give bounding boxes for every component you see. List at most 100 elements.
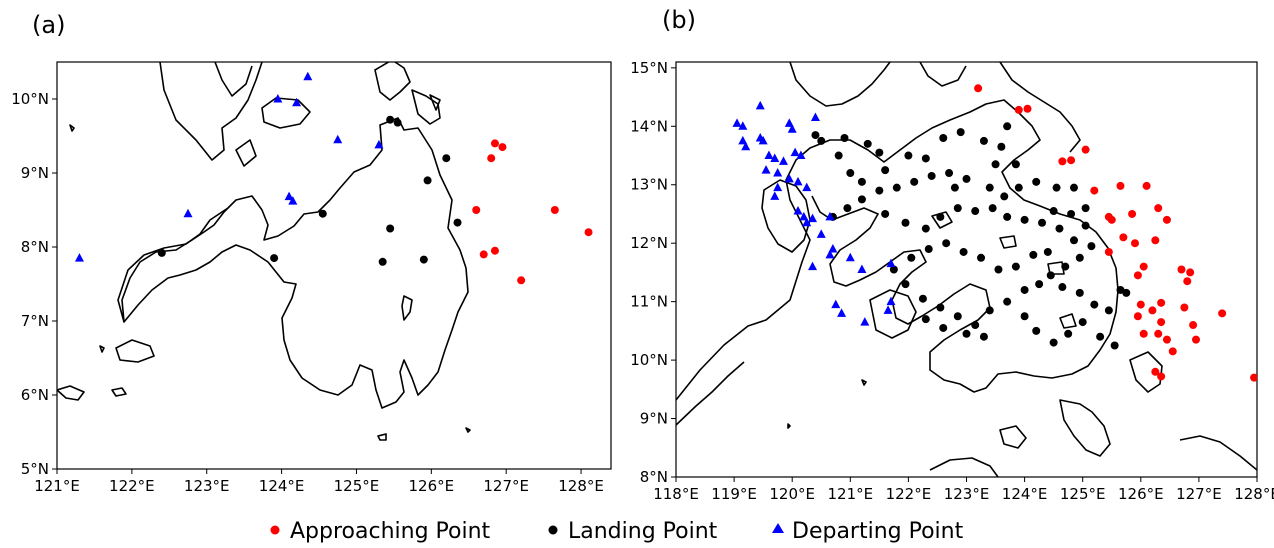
departing-point [810, 112, 820, 122]
departing-point [292, 97, 302, 107]
landing-point [270, 254, 279, 263]
landing-point [1081, 221, 1090, 230]
landing-point [1046, 271, 1055, 280]
departing-point [288, 196, 298, 205]
landing-point [817, 136, 826, 145]
landing-point [386, 224, 395, 233]
approaching-point [1116, 181, 1125, 190]
landing-point [1087, 242, 1096, 251]
landing-point [1003, 297, 1012, 306]
panel-a-map: (a) [11, 11, 612, 495]
landing-point [889, 265, 898, 274]
landing-point [1032, 177, 1041, 186]
departing-point [784, 118, 794, 127]
legend-landing-marker [548, 525, 558, 535]
approaching-point [1107, 215, 1116, 224]
landing-point [1122, 288, 1131, 297]
approaching-point [1189, 321, 1198, 330]
legend-approaching-label: Approaching Point [290, 519, 491, 544]
departing-point [845, 252, 855, 262]
landing-point [979, 136, 988, 145]
landing-point [442, 154, 451, 163]
landing-point [971, 207, 980, 216]
approaching-point [1139, 329, 1148, 338]
departing-point [886, 258, 896, 268]
approaching-point [1130, 239, 1139, 248]
approaching-point [1148, 306, 1157, 315]
panel-b-label: (b) [662, 6, 696, 34]
approaching-point [498, 143, 507, 152]
landing-point [1035, 280, 1044, 289]
approaching-point [1191, 335, 1200, 344]
approaching-point [1014, 105, 1023, 114]
departing-point [802, 217, 812, 227]
landing-point [985, 306, 994, 315]
x-tick-label: 126°E [409, 477, 455, 495]
landing-point [378, 257, 387, 266]
departing-point [793, 206, 803, 215]
landing-point [386, 115, 395, 124]
approaching-point [1162, 215, 1171, 224]
landing-point [1049, 207, 1058, 216]
landing-point [1078, 318, 1087, 327]
landing-point [1058, 283, 1067, 292]
panel-b-map: (b) 118°E 119°E 120°E 121°E 122 [630, 6, 1274, 503]
departing-point [764, 150, 774, 160]
panel-a-axis-ticks: 121°E 122°E 123°E 124°E 125°E 126°E 127°E 128°E… [11, 90, 604, 495]
landing-point [962, 329, 971, 338]
departing-point [770, 191, 780, 200]
departing-point [284, 191, 294, 201]
landing-point [977, 253, 986, 262]
approaching-point [1177, 265, 1186, 274]
legend-departing-marker [772, 523, 784, 533]
departing-point [802, 182, 812, 192]
y-tick-label: 6°N [21, 386, 49, 404]
landing-point [453, 218, 462, 227]
departing-point [793, 176, 803, 186]
landing-point [1110, 341, 1119, 350]
departing-point [758, 135, 768, 145]
landing-point [1011, 160, 1020, 169]
landing-point [423, 176, 432, 185]
x-tick-label: 122°E [886, 485, 932, 503]
x-tick-label: 128°E [558, 477, 604, 495]
landing-point [1020, 285, 1029, 294]
y-tick-label: 9°N [640, 410, 668, 428]
departing-point [796, 150, 806, 160]
departing-point [773, 168, 783, 177]
departing-point [799, 211, 809, 221]
landing-point [907, 253, 916, 262]
landing-point [1029, 250, 1038, 259]
approaching-point [1067, 156, 1076, 165]
approaching-point [479, 250, 488, 259]
departing-point [74, 253, 84, 262]
x-tick-label: 123°E [944, 485, 990, 503]
landing-point [1061, 262, 1070, 271]
x-tick-label: 121°E [34, 477, 80, 495]
approaching-point [1186, 268, 1195, 277]
departing-point [790, 147, 800, 157]
landing-point [1038, 218, 1047, 227]
approaching-point [490, 139, 499, 148]
landing-point [1020, 215, 1029, 224]
landing-point [904, 151, 913, 160]
landing-point [959, 247, 968, 256]
departing-point [732, 118, 742, 127]
landing-point [939, 323, 948, 332]
landing-point [956, 128, 965, 137]
landing-point [945, 169, 954, 178]
landing-point [1003, 122, 1012, 131]
panel-b-frame [675, 61, 1258, 478]
approaching-point [1058, 157, 1067, 166]
approaching-point [1157, 372, 1166, 381]
landing-point [419, 255, 428, 264]
x-tick-label: 125°E [1060, 485, 1106, 503]
landing-point [857, 195, 866, 204]
landing-point [1069, 183, 1078, 192]
landing-point [971, 321, 980, 330]
landing-point [921, 224, 930, 233]
landing-point [962, 174, 971, 183]
landing-point [1000, 192, 1009, 201]
y-tick-label: 8°N [640, 468, 668, 486]
approaching-point [1128, 209, 1137, 218]
